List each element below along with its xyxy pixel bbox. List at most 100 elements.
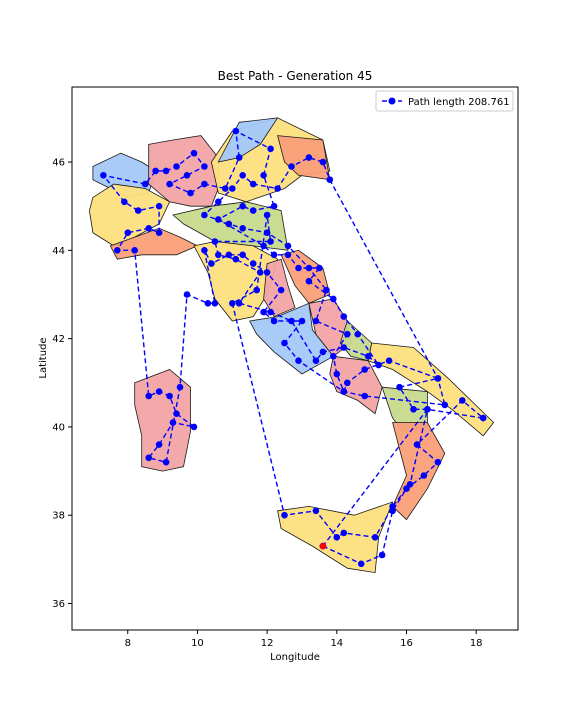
path-point-34 (288, 163, 295, 170)
y-tick-label-0: 36 (52, 599, 65, 610)
path-point-54 (211, 300, 219, 307)
y-tick-label-2: 40 (52, 422, 65, 433)
path-point-18 (333, 370, 341, 378)
path-point-52 (208, 260, 215, 267)
path-point-108 (312, 357, 320, 365)
path-point-100 (305, 277, 313, 285)
path-point-2 (378, 551, 386, 559)
path-point-5 (420, 472, 428, 479)
path-point-1 (357, 560, 365, 568)
x-tick-label-1: 10 (191, 638, 204, 649)
path-point-4 (403, 485, 410, 493)
path-point-60 (155, 441, 163, 448)
path-point-82 (183, 172, 191, 179)
path-point-29 (215, 198, 222, 206)
path-point-119 (229, 300, 236, 307)
y-tick-label-4: 44 (52, 246, 65, 257)
path-point-92 (249, 207, 257, 214)
path-point-111 (235, 300, 243, 307)
path-point-20 (344, 330, 351, 338)
path-point-55 (204, 300, 212, 307)
path-point-115 (211, 238, 219, 245)
path-point-76 (141, 180, 149, 188)
path-point-121 (312, 507, 320, 515)
path-point-67 (131, 247, 138, 254)
path-point-78 (162, 167, 170, 175)
legend-label: Path length 208.761 (408, 97, 510, 108)
map-region-13 (339, 320, 373, 362)
path-point-47 (277, 286, 285, 294)
path-point-46 (260, 308, 267, 316)
path-point-79 (173, 163, 180, 170)
path-point-74 (121, 198, 128, 206)
path-point-56 (183, 291, 191, 298)
x-axis-label: Longitude (270, 652, 320, 663)
path-point-33 (274, 185, 281, 192)
path-point-106 (340, 344, 348, 351)
y-tick-label-1: 38 (52, 511, 65, 522)
path-point-19 (330, 353, 337, 360)
path-point-16 (344, 379, 351, 387)
path-point-31 (239, 172, 246, 179)
legend-box (375, 90, 514, 112)
path-point-80 (190, 149, 198, 157)
path-point-90 (260, 172, 267, 179)
path-point-8 (459, 397, 466, 404)
path-point-25 (263, 229, 271, 236)
path-point-116 (267, 238, 274, 245)
path-point-51 (225, 251, 233, 259)
path-point-11 (410, 406, 417, 413)
map-region-17 (392, 422, 446, 521)
y-axis-ticks: 36 38 40 42 44 46 (52, 158, 72, 610)
path-point-64 (166, 392, 173, 400)
path-point-14 (385, 357, 393, 365)
map-region-6 (277, 135, 331, 181)
path-point-102 (340, 313, 348, 320)
path-point-7 (413, 441, 421, 448)
path-point-15 (361, 366, 369, 373)
path-point-21 (312, 317, 320, 325)
path-point-58 (162, 458, 170, 466)
path-point-39 (441, 401, 449, 409)
path-point-57 (176, 383, 184, 391)
path-point-101 (330, 295, 337, 303)
x-tick-label-0: 8 (125, 638, 131, 649)
path-point-28 (201, 211, 208, 219)
path-point-50 (239, 251, 246, 259)
italy-map-background (88, 117, 495, 574)
path-point-118 (253, 286, 260, 294)
path-point-69 (124, 229, 132, 236)
path-point-98 (295, 264, 302, 272)
axes-frame (71, 86, 519, 631)
path-point-71 (155, 229, 163, 236)
path-point-84 (187, 189, 194, 197)
map-region-3 (148, 135, 219, 207)
path-point-126 (406, 481, 414, 488)
path-point-23 (305, 264, 313, 272)
path-point-45 (270, 317, 278, 325)
path-layer (100, 127, 487, 568)
path-point-124 (371, 534, 379, 541)
x-tick-label-2: 12 (261, 638, 274, 649)
path-point-93 (239, 202, 246, 210)
path-point-94 (215, 216, 222, 223)
path-point-89 (267, 145, 274, 153)
x-axis-ticks: 8 10 12 14 16 18 (125, 630, 483, 649)
path-point-73 (134, 207, 142, 214)
path-point-85 (201, 180, 208, 188)
path-point-62 (190, 423, 198, 431)
path-point-105 (364, 353, 372, 360)
y-tick-label-3: 42 (52, 334, 65, 345)
path-point-61 (169, 419, 177, 426)
path-point-87 (235, 154, 243, 161)
path-point-75 (100, 172, 107, 179)
legend-marker-sample (388, 97, 396, 105)
path-point-22 (323, 286, 330, 294)
path-point-48 (263, 269, 271, 276)
path-point-72 (155, 202, 163, 210)
path-point-117 (263, 211, 271, 219)
path-point-122 (333, 534, 341, 541)
path-point-36 (319, 158, 327, 166)
path-point-95 (260, 242, 267, 250)
path-point-123 (340, 529, 348, 537)
